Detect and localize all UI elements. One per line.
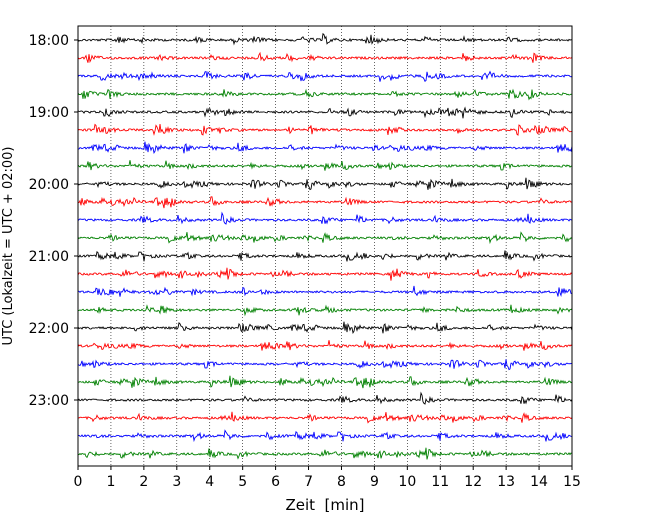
y-tick-label: 18:00 bbox=[29, 33, 69, 49]
y-tick-label: 22:00 bbox=[29, 321, 69, 337]
x-tick-label: 13 bbox=[497, 474, 515, 490]
trace-line bbox=[77, 411, 573, 424]
x-tick-label: 8 bbox=[337, 474, 346, 490]
x-tick-label: 5 bbox=[238, 474, 247, 490]
x-tick-label: 12 bbox=[464, 474, 482, 490]
x-tick-label: 15 bbox=[563, 474, 581, 490]
trace-line bbox=[77, 160, 573, 171]
x-tick-label: 9 bbox=[370, 474, 379, 490]
x-tick-label: 1 bbox=[106, 474, 115, 490]
x-tick-label: 7 bbox=[304, 474, 313, 490]
trace-line bbox=[77, 51, 573, 64]
trace-line bbox=[77, 123, 573, 136]
trace-line bbox=[77, 447, 573, 460]
trace-line bbox=[77, 32, 573, 46]
trace-line bbox=[77, 88, 573, 101]
y-axis-ticks: 18:00 19:00 20:00 21:00 22:00 23:00 bbox=[29, 33, 78, 409]
trace-line bbox=[77, 429, 573, 443]
trace-line bbox=[77, 267, 573, 281]
trace-line bbox=[77, 250, 573, 262]
trace-line bbox=[77, 231, 573, 245]
x-tick-label: 6 bbox=[271, 474, 280, 490]
trace-line bbox=[77, 340, 573, 351]
x-tick-label: 14 bbox=[530, 474, 548, 490]
y-tick-label: 19:00 bbox=[29, 105, 69, 121]
trace-line bbox=[77, 211, 573, 225]
trace-line bbox=[77, 106, 573, 119]
x-axis-label: Zeit [min] bbox=[285, 496, 364, 514]
trace-line bbox=[77, 391, 573, 405]
x-tick-label: 3 bbox=[172, 474, 181, 490]
y-tick-label: 23:00 bbox=[29, 393, 69, 409]
x-tick-label: 0 bbox=[74, 474, 83, 490]
trace-line bbox=[77, 196, 573, 209]
trace-line bbox=[77, 177, 573, 191]
trace-line bbox=[77, 375, 573, 389]
trace-line bbox=[77, 359, 573, 371]
trace-line bbox=[77, 141, 573, 154]
x-tick-label: 11 bbox=[431, 474, 449, 490]
x-tick-label: 4 bbox=[205, 474, 214, 490]
trace-line bbox=[77, 285, 573, 298]
trace-line bbox=[77, 321, 573, 334]
y-tick-label: 20:00 bbox=[29, 177, 69, 193]
x-axis-ticks: 0 1 2 3 4 5 6 7 8 9 10 11 12 13 14 15 bbox=[74, 466, 581, 490]
seismic-traces bbox=[77, 32, 573, 460]
trace-line bbox=[77, 304, 573, 317]
y-tick-label: 21:00 bbox=[29, 249, 69, 265]
trace-line bbox=[77, 70, 573, 82]
y-axis-label: UTC (Lokalzeit = UTC + 02:00) bbox=[1, 147, 16, 346]
x-tick-label: 2 bbox=[139, 474, 148, 490]
plot-frame bbox=[77, 25, 573, 467]
x-tick-label: 10 bbox=[398, 474, 416, 490]
x-grid-lines bbox=[110, 26, 540, 466]
